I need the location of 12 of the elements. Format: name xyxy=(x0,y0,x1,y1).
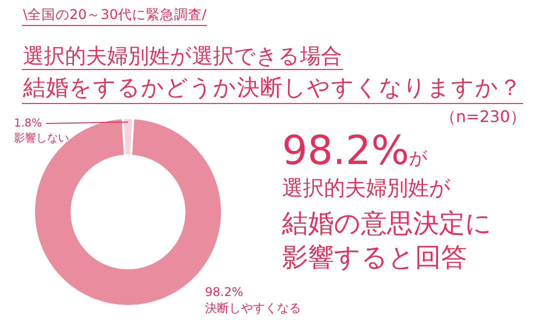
chart-title: 選択的夫婦別姓が選択できる場合 xyxy=(22,44,343,70)
chart-subtitle: 結婚をするかどうか決断しやすくなりますか？ xyxy=(22,75,523,104)
data-label: 98.2% xyxy=(205,285,244,300)
text: 98.2%が xyxy=(282,128,428,174)
text: 影響すると回答 xyxy=(282,243,467,274)
slice-label: 決断しやすくなる xyxy=(205,301,301,316)
slice-label: 影響しない xyxy=(14,131,69,144)
text: \全国の20～30代に緊急調査/ xyxy=(22,7,208,26)
text: （n=230） xyxy=(440,107,526,126)
text: 選択的夫婦別姓が xyxy=(282,176,451,200)
text: 結婚の意思決定に xyxy=(282,209,492,240)
data-label: 1.8% xyxy=(14,116,42,130)
